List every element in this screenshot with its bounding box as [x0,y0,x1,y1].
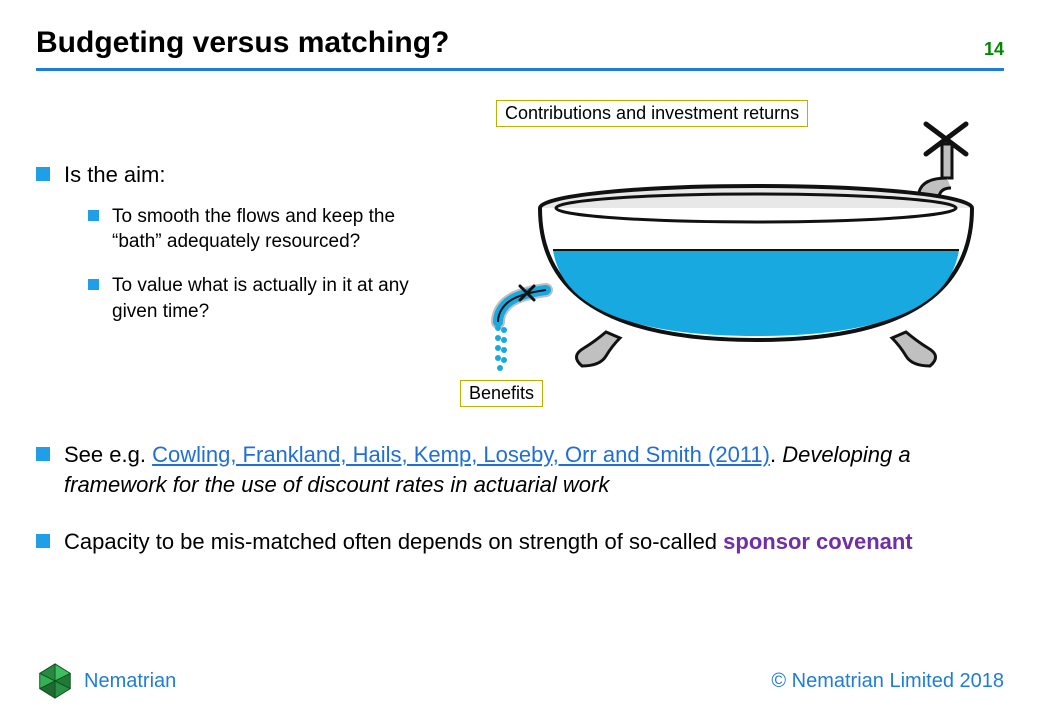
covenant-prefix: Capacity to be mis-matched often depends… [64,529,723,554]
ref-prefix: See e.g. [64,442,152,467]
sub-bullet-value: To value what is actually in it at any g… [88,273,436,324]
label-benefits: Benefits [460,380,543,407]
covenant-term: sponsor covenant [723,529,912,554]
footer-brand: Nematrian [84,670,176,693]
title-underline [36,68,1004,71]
sub-bullet-smooth: To smooth the flows and keep the “bath” … [88,204,436,255]
title-row: Budgeting versus matching? 14 [36,26,1004,60]
slide: Budgeting versus matching? 14 Is the aim… [0,0,1040,720]
bathtub-diagram: Contributions and investment returns [456,100,1016,410]
page-number: 14 [984,39,1004,60]
reference-link[interactable]: Cowling, Frankland, Hails, Kemp, Loseby,… [152,442,770,467]
left-column: Is the aim: To smooth the flows and keep… [36,160,436,342]
content-area: Is the aim: To smooth the flows and keep… [36,100,1004,640]
bullet-reference: See e.g. Cowling, Frankland, Hails, Kemp… [36,440,1004,499]
lower-bullet-list: See e.g. Cowling, Frankland, Hails, Kemp… [36,440,1004,557]
outflow-water [495,325,507,371]
footer-copyright: © Nematrian Limited 2018 [771,670,1004,693]
bullet-aim-text: Is the aim: [64,162,165,187]
bathtub-icon [540,186,972,340]
sub-bullet-list: To smooth the flows and keep the “bath” … [88,204,436,325]
footer: Nematrian © Nematrian Limited 2018 [36,662,1004,700]
bullet-covenant: Capacity to be mis-matched often depends… [36,527,1004,557]
footer-left: Nematrian [36,662,176,700]
logo-icon [36,662,74,700]
outflow-pipe-icon [498,286,546,322]
ref-suffix: . [770,442,782,467]
bullet-list: Is the aim: To smooth the flows and keep… [36,160,436,324]
lower-bullets: See e.g. Cowling, Frankland, Hails, Kemp… [36,440,1004,585]
bullet-aim: Is the aim: To smooth the flows and keep… [36,160,436,324]
bathtub-svg [456,100,1016,410]
label-contributions: Contributions and investment returns [496,100,808,127]
slide-title: Budgeting versus matching? [36,26,449,60]
